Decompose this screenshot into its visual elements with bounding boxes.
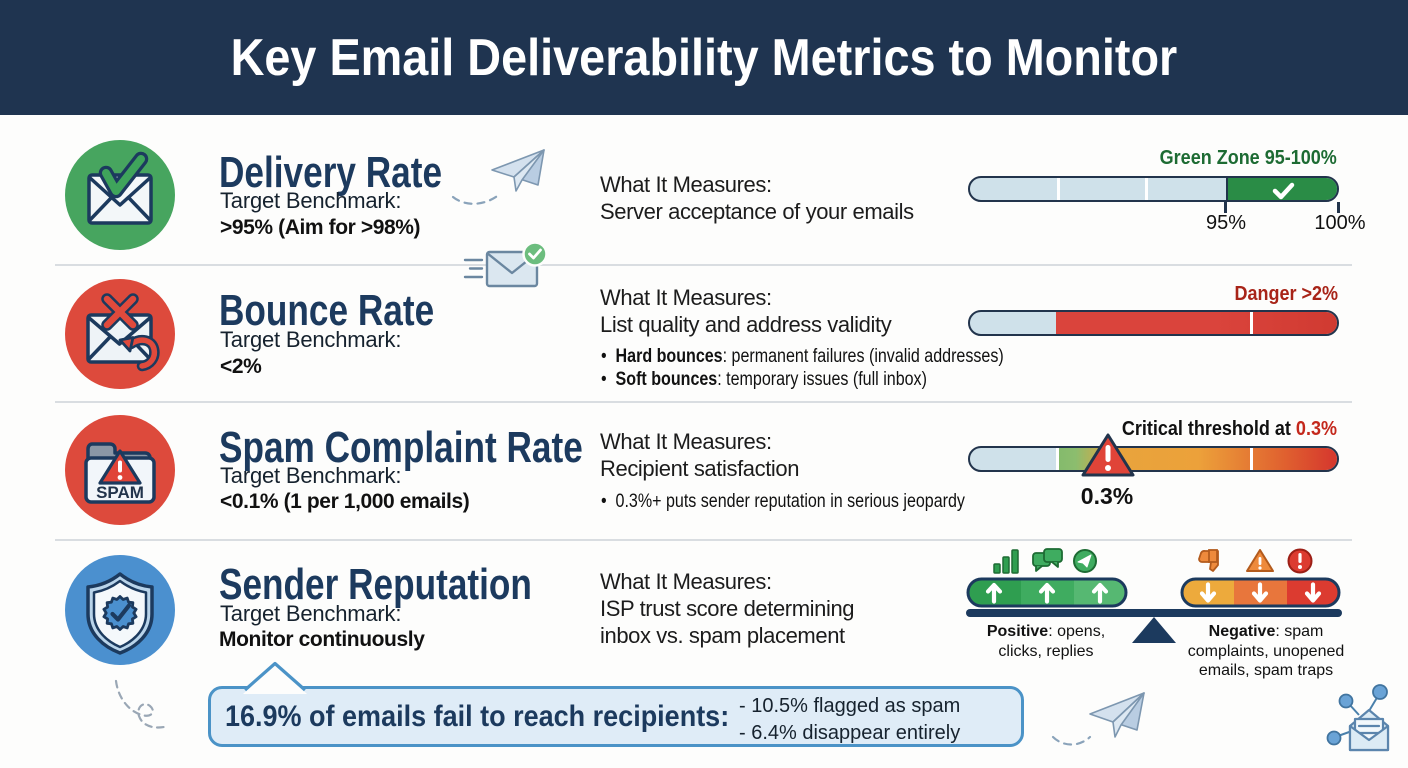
svg-text:SPAM: SPAM: [96, 483, 144, 502]
